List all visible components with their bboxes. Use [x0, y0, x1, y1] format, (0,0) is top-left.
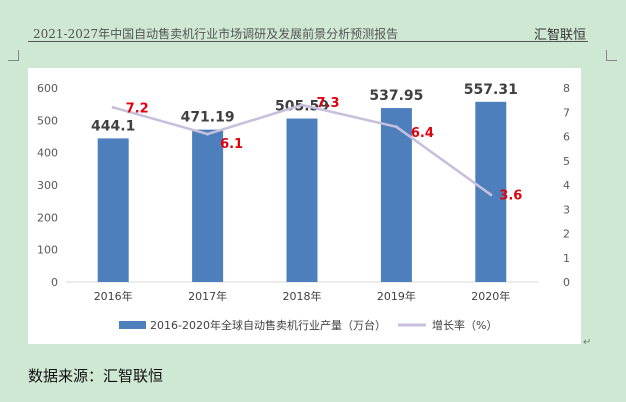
growth-rate-point	[300, 103, 304, 107]
bar-value-label: 444.1	[91, 118, 135, 134]
bar	[380, 108, 412, 282]
bar-value-label: 557.31	[464, 82, 518, 98]
data-source: 数据来源：汇智联恒	[28, 367, 164, 385]
y-left-tick-label: 0	[51, 276, 58, 289]
growth-rate-point	[206, 132, 210, 136]
bar	[475, 101, 507, 282]
y-right-tick-label: 1	[563, 252, 570, 265]
paragraph-mark-icon: ↵	[583, 337, 592, 348]
legend-swatch-bar	[119, 321, 146, 329]
y-left-tick-label: 600	[37, 82, 58, 95]
bar-value-label: 537.95	[369, 88, 423, 104]
bar	[97, 138, 129, 282]
y-right-tick-label: 6	[563, 131, 570, 144]
bar	[192, 129, 224, 282]
production-growth-chart: 0 100 200 300 400 500 600 0 1 2 3 4 5 6 7 8 444.1 471.19 5…	[37, 82, 570, 332]
y-right-tick-label: 8	[563, 82, 570, 95]
legend-label-line: 增长率（%）	[432, 318, 497, 332]
brand-name: 汇智联恒	[533, 28, 586, 43]
y-right-tick-label: 5	[563, 155, 570, 168]
report-title: 2021-2027年中国自动售卖机行业市场调研及发展前景分析预测报告	[33, 27, 399, 41]
y-right-tick-label: 4	[563, 179, 570, 192]
y-right-tick-label: 0	[563, 276, 570, 289]
bar-value-label: 505.59	[275, 99, 329, 115]
right-margin-mark	[606, 50, 617, 61]
growth-rate-label: 3.6	[499, 189, 522, 204]
y-left-tick-label: 300	[37, 179, 58, 192]
growth-rate-label: 7.2	[126, 101, 149, 116]
y-left-tick-label: 400	[37, 147, 58, 160]
left-margin-mark	[8, 50, 19, 61]
chart-container: 0 100 200 300 400 500 600 0 1 2 3 4 5 6 7 8 444.1 471.19 5…	[28, 68, 581, 344]
growth-rate-label: 6.1	[220, 137, 243, 152]
growth-rate-point	[394, 125, 398, 129]
x-tick-label: 2018年	[283, 289, 322, 303]
x-tick-label: 2019年	[377, 289, 416, 303]
y-left-tick-label: 200	[37, 211, 58, 224]
growth-rate-label: 6.4	[411, 126, 434, 141]
growth-rate-point	[111, 105, 115, 109]
y-left-tick-label: 500	[37, 114, 58, 127]
y-left-tick-label: 100	[37, 244, 58, 257]
bar	[286, 118, 318, 282]
x-tick-label: 2017年	[188, 289, 227, 303]
x-tick-label: 2020年	[471, 289, 510, 303]
bar-value-label: 471.19	[181, 110, 235, 126]
y-right-tick-label: 3	[563, 203, 570, 216]
header-rule	[28, 41, 588, 42]
y-right-tick-label: 7	[563, 106, 570, 119]
growth-rate-point	[489, 193, 493, 197]
legend-label-bar: 2016-2020年全球自动售卖机行业产量（万台）	[150, 318, 386, 332]
document-header: 2021-2027年中国自动售卖机行业市场调研及发展前景分析预测报告 汇智联恒	[0, 0, 626, 60]
x-tick-label: 2016年	[94, 289, 133, 303]
growth-rate-label: 7.3	[316, 96, 339, 111]
y-right-tick-label: 2	[563, 228, 570, 241]
